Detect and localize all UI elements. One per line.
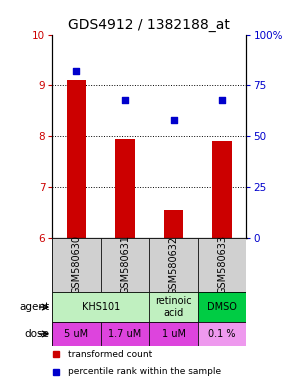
Bar — [52, 238, 101, 292]
Bar — [149, 292, 198, 322]
Bar — [198, 238, 246, 292]
Text: 0.1 %: 0.1 % — [209, 329, 236, 339]
Point — [74, 68, 79, 74]
Bar — [213, 141, 232, 238]
Text: percentile rank within the sample: percentile rank within the sample — [68, 367, 221, 376]
Text: 5 uM: 5 uM — [64, 329, 88, 339]
Bar — [101, 238, 149, 292]
Text: transformed count: transformed count — [68, 350, 152, 359]
Text: GSM580630: GSM580630 — [72, 235, 81, 295]
Point — [220, 97, 224, 103]
Bar — [52, 322, 101, 346]
Bar — [149, 322, 198, 346]
Text: dose: dose — [24, 329, 49, 339]
Bar — [198, 322, 246, 346]
Bar — [164, 210, 183, 238]
Text: retinoic
acid: retinoic acid — [155, 296, 192, 318]
Bar — [101, 322, 149, 346]
Bar — [67, 80, 86, 238]
Point — [123, 97, 127, 103]
Text: KHS101: KHS101 — [82, 302, 120, 312]
Bar — [52, 292, 149, 322]
Text: DMSO: DMSO — [207, 302, 237, 312]
Text: GSM580631: GSM580631 — [120, 235, 130, 295]
Bar — [115, 139, 135, 238]
Bar — [198, 292, 246, 322]
Point — [171, 117, 176, 123]
Text: 1.7 uM: 1.7 uM — [108, 329, 142, 339]
Title: GDS4912 / 1382188_at: GDS4912 / 1382188_at — [68, 18, 230, 32]
Bar — [149, 238, 198, 292]
Text: GSM580633: GSM580633 — [217, 235, 227, 295]
Text: 1 uM: 1 uM — [162, 329, 186, 339]
Text: agent: agent — [19, 302, 49, 312]
Text: GSM580632: GSM580632 — [169, 235, 179, 295]
